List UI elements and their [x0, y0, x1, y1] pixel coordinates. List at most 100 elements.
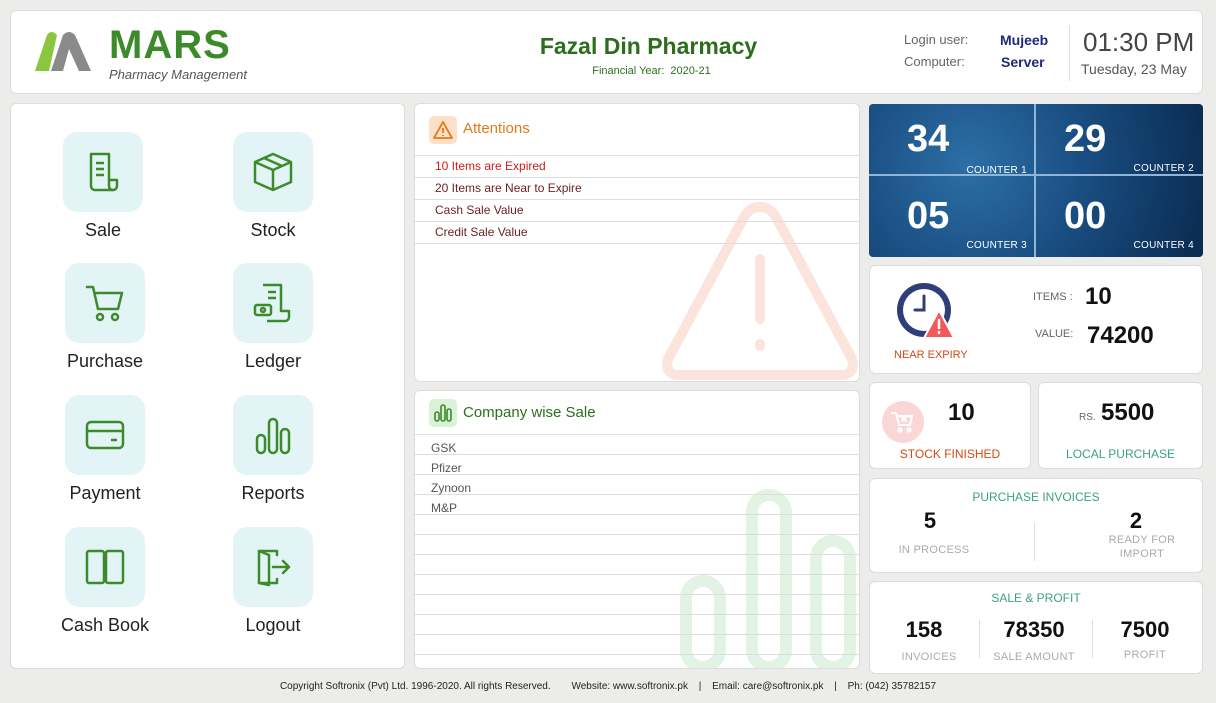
purchase-invoices-panel: PURCHASE INVOICES 5 IN PROCESS 2 READY F…	[869, 478, 1203, 573]
menu-label: Payment	[69, 483, 141, 503]
computer-value: Server	[1001, 54, 1045, 70]
near-expiry-label: NEAR EXPIRY	[894, 349, 968, 361]
items-label: ITEMS :	[1033, 291, 1073, 303]
company-row[interactable]: Zynoon	[415, 475, 859, 495]
counter-label: COUNTER 4	[1133, 240, 1194, 251]
card-icon	[85, 420, 125, 450]
computer-label: Computer:	[904, 54, 965, 69]
app-header: MARS Pharmacy Management Fazal Din Pharm…	[10, 10, 1203, 94]
counter-label: COUNTER 3	[966, 240, 1027, 251]
box-icon	[253, 152, 293, 192]
counter-2[interactable]: 29 COUNTER 2	[1036, 104, 1202, 180]
ledger-icon	[253, 283, 291, 323]
value-amount: 74200	[1087, 322, 1154, 349]
menu-purchase-button[interactable]: Purchase	[35, 263, 175, 372]
sale-amount-value: 78350	[1003, 617, 1065, 642]
counter-divider	[869, 174, 1203, 176]
bar-chart-watermark-icon	[680, 489, 856, 668]
login-user-value: Mujeeb	[1000, 32, 1049, 48]
pharmacy-name: Fazal Din Pharmacy	[539, 33, 758, 59]
profit-label: PROFIT	[1123, 649, 1167, 661]
footer-separator: |	[834, 681, 837, 692]
local-purchase-panel[interactable]: RS. 5500 LOCAL PURCHASE	[1038, 382, 1203, 469]
counter-value: 05	[907, 195, 950, 237]
bar-chart-icon	[255, 417, 291, 455]
company-row	[415, 615, 859, 635]
divider	[1092, 620, 1093, 658]
attention-cash-sale[interactable]: Cash Sale Value	[415, 200, 859, 222]
ready-value[interactable]: 2	[1129, 508, 1143, 533]
phone-text: Ph: (042) 35782157	[847, 681, 937, 692]
counter-value: 29	[1064, 118, 1107, 160]
purchase-invoices-title: PURCHASE INVOICES	[972, 490, 1100, 504]
cart-icon	[85, 285, 124, 322]
menu-label: Sale	[84, 220, 122, 240]
footer-separator: |	[698, 681, 702, 692]
company-sale-title: Company wise Sale	[463, 404, 596, 421]
counter-label: COUNTER 1	[966, 165, 1027, 176]
company-row	[415, 555, 859, 575]
menu-stock-button[interactable]: Stock	[203, 132, 343, 241]
counter-4[interactable]: 00 COUNTER 4	[1036, 181, 1202, 257]
copyright-text: Copyright Softronix (Pvt) Ltd. 1996-2020…	[279, 681, 551, 692]
menu-label: Purchase	[66, 351, 144, 371]
company-row	[415, 535, 859, 555]
ready-label: READY FOR IMPORT	[1108, 534, 1176, 560]
warning-watermark-icon	[662, 202, 858, 380]
company-row	[415, 515, 859, 535]
counter-divider	[1034, 104, 1036, 257]
counter-1[interactable]: 34 COUNTER 1	[869, 104, 1035, 180]
company-row[interactable]: Pfizer	[415, 455, 859, 475]
menu-payment-button[interactable]: Payment	[35, 395, 175, 504]
divider	[1034, 523, 1035, 561]
counter-label: COUNTER 2	[1133, 163, 1194, 174]
bar-chart-icon	[429, 399, 457, 427]
email-link[interactable]: Email: care@softronix.pk	[712, 681, 824, 692]
near-expiry-panel[interactable]: NEAR EXPIRY ITEMS : 10 VALUE: 74200	[869, 265, 1203, 374]
menu-label: Cash Book	[60, 615, 150, 635]
company-row	[415, 595, 859, 615]
attention-credit-sale[interactable]: Credit Sale Value	[415, 222, 859, 244]
stock-finished-label: STOCK FINISHED	[899, 447, 1001, 461]
menu-logout-button[interactable]: Logout	[203, 527, 343, 636]
invoices-label: INVOICES	[901, 651, 957, 663]
company-sale-header: Company wise Sale	[415, 391, 859, 435]
clock-time: 01:30 PM	[1083, 27, 1195, 57]
attention-expired[interactable]: 10 Items are Expired	[415, 156, 859, 178]
login-user-label: Login user:	[904, 32, 969, 47]
financial-year: Financial Year: 2020-21	[592, 65, 711, 77]
in-process-value[interactable]: 5	[923, 508, 937, 533]
counter-value: 34	[907, 118, 950, 160]
company-row	[415, 635, 859, 655]
menu-cashbook-button[interactable]: Cash Book	[35, 527, 175, 636]
menu-ledger-button[interactable]: Ledger	[203, 263, 343, 372]
sale-profit-panel: SALE & PROFIT 158 INVOICES 78350 SALE AM…	[869, 581, 1203, 674]
stock-finished-value: 10	[948, 399, 975, 426]
company-sale-panel: Company wise Sale GSK Pfizer Zynoon M&P	[414, 390, 860, 669]
currency-label: RS.	[1079, 412, 1096, 423]
header-divider	[1069, 25, 1070, 81]
attention-near-expire[interactable]: 20 Items are Near to Expire	[415, 178, 859, 200]
brand-name: MARS	[109, 23, 231, 67]
menu-label: Logout	[245, 615, 301, 635]
counter-value: 00	[1064, 195, 1107, 237]
menu-reports-button[interactable]: Reports	[203, 395, 343, 504]
counters-panel: 34 COUNTER 1 29 COUNTER 2 05 COUNTER 3 0…	[869, 104, 1203, 257]
items-value: 10	[1085, 283, 1112, 310]
company-row[interactable]: GSK	[415, 435, 859, 455]
clock-date: Tuesday, 23 May	[1081, 61, 1187, 77]
main-menu: Sale Stock Purchase Ledger Payment Repor…	[10, 103, 405, 669]
menu-sale-button[interactable]: Sale	[33, 132, 173, 241]
menu-label: Ledger	[244, 351, 302, 371]
sale-amount-label: SALE AMOUNT	[993, 651, 1075, 663]
counter-3[interactable]: 05 COUNTER 3	[869, 181, 1035, 257]
invoices-value: 158	[905, 617, 943, 642]
company-row[interactable]: M&P	[415, 495, 859, 515]
website-link[interactable]: Website: www.softronix.pk	[571, 681, 688, 692]
book-icon	[85, 549, 125, 585]
brand-tagline: Pharmacy Management	[109, 67, 248, 82]
local-purchase-value: 5500	[1101, 399, 1155, 426]
divider	[979, 620, 980, 658]
sale-profit-title: SALE & PROFIT	[991, 591, 1081, 605]
stock-finished-panel[interactable]: 10 STOCK FINISHED	[869, 382, 1031, 469]
